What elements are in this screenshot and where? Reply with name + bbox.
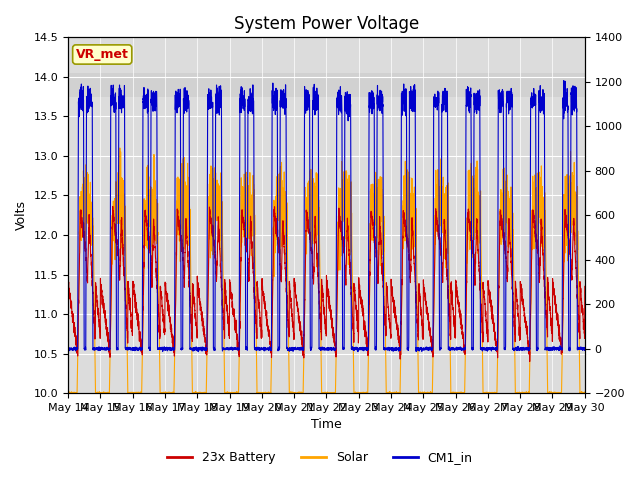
23x Battery (373, 257, 381, 263)
CM1_in (468, 345, 476, 351)
Line: 23x Battery: 23x Battery (68, 206, 585, 361)
Solar (493, 364, 501, 370)
Solar (64, 390, 72, 396)
Bar (68, 73, 585, 96)
CM1_in (560, 78, 568, 84)
23x Battery (64, 280, 72, 286)
Solar (346, 199, 353, 205)
Solar (373, 193, 381, 199)
23x Battery (581, 284, 589, 289)
Solar (116, 145, 124, 151)
Title: System Power Voltage: System Power Voltage (234, 15, 419, 33)
Line: CM1_in: CM1_in (68, 81, 585, 352)
Solar (468, 188, 476, 194)
23x Battery (109, 204, 116, 209)
CM1_in (507, 100, 515, 106)
23x Battery (346, 253, 353, 259)
X-axis label: Time: Time (311, 419, 342, 432)
CM1_in (346, 107, 353, 113)
Y-axis label: Volts: Volts (15, 200, 28, 230)
CM1_in (373, 122, 381, 128)
Solar (172, 311, 179, 317)
23x Battery (507, 254, 515, 260)
CM1_in (581, 346, 589, 351)
23x Battery (172, 315, 179, 321)
CM1_in (172, 139, 179, 144)
Text: VR_met: VR_met (76, 48, 129, 61)
Solar (507, 192, 515, 198)
23x Battery (493, 349, 501, 355)
CM1_in (195, 349, 202, 355)
CM1_in (493, 345, 501, 350)
Solar (65, 390, 72, 396)
Legend: 23x Battery, Solar, CM1_in: 23x Battery, Solar, CM1_in (163, 446, 477, 469)
CM1_in (64, 347, 72, 352)
Solar (581, 390, 589, 396)
23x Battery (526, 359, 534, 364)
Line: Solar: Solar (68, 148, 585, 393)
23x Battery (468, 238, 476, 243)
